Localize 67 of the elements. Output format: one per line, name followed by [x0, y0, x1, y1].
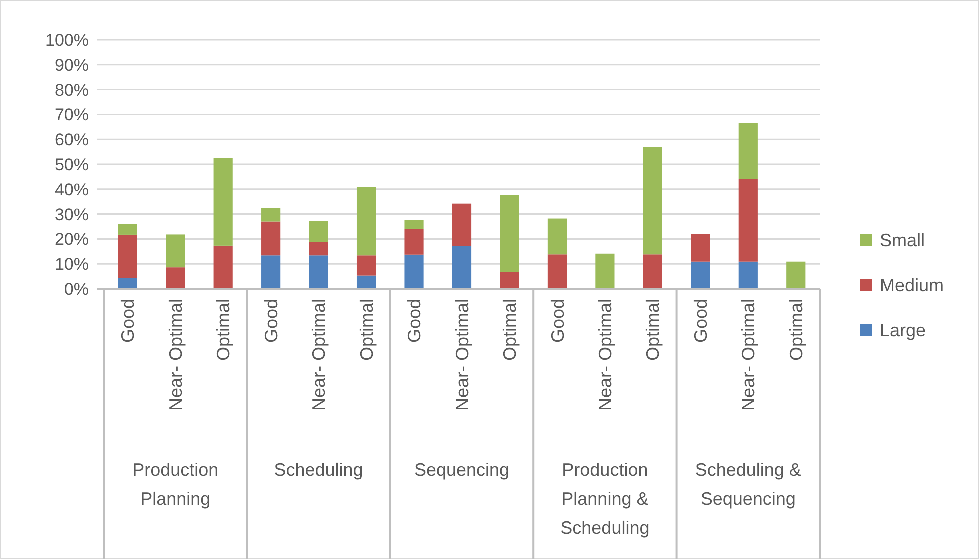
bar: [356, 276, 376, 289]
x-tick-label: Near- Optimal: [309, 299, 330, 412]
bar: [738, 262, 758, 289]
x-tick-label: Good: [261, 299, 282, 344]
text: Scheduling: [274, 460, 364, 480]
bar: [691, 262, 710, 289]
bar: [404, 220, 424, 229]
x-tick-label: Near- Optimal: [738, 299, 759, 412]
bar: [309, 221, 328, 242]
x-tick-label: Good: [118, 299, 138, 344]
bar: [596, 254, 615, 289]
bar: [452, 204, 472, 246]
bar: [738, 179, 758, 262]
x-tick-label: Optimal: [214, 299, 234, 362]
legend-label: Small: [880, 230, 926, 250]
x-tick-label: Near- Optimal: [166, 299, 186, 412]
x-tick-label: Near- Optimal: [452, 299, 472, 412]
x-tick-label: Optimal: [643, 299, 664, 362]
y-tick-label: 60%: [54, 130, 89, 150]
text: Sequencing: [414, 460, 510, 480]
y-tick-label: 0%: [64, 280, 89, 299]
y-tick-label: 20%: [54, 230, 89, 250]
bar: [262, 208, 281, 222]
bar: [500, 195, 520, 272]
bar: [309, 242, 328, 256]
x-tick-label: Optimal: [356, 299, 377, 362]
bar: [118, 234, 138, 278]
bar: [118, 224, 138, 235]
bar: [786, 262, 806, 289]
bar: [309, 256, 328, 289]
y-tick-label: 70%: [54, 106, 89, 125]
bar: [356, 256, 376, 276]
bar: [452, 246, 472, 289]
bar: [548, 218, 568, 255]
x-tick-label: Optimal: [500, 299, 520, 362]
text: Production Planning: [132, 460, 219, 509]
bar: [404, 254, 424, 289]
text: Production Planning & Scheduling: [560, 460, 650, 538]
bar: [262, 222, 281, 256]
bar: [262, 256, 281, 289]
text: Scheduling & Sequencing: [695, 460, 802, 509]
y-tick-label: 30%: [54, 205, 89, 224]
x-tick-label: Good: [548, 299, 568, 344]
bar: [691, 234, 710, 262]
bar: [214, 158, 233, 246]
y-tick-label: 100%: [46, 30, 89, 50]
bar: [404, 228, 424, 255]
bar: [166, 268, 186, 289]
x-tick-label: Near- Optimal: [596, 299, 616, 412]
bar: [500, 272, 520, 289]
bar: [643, 147, 662, 255]
bar: [214, 246, 233, 289]
y-tick-label: 40%: [54, 180, 89, 200]
bar: [738, 123, 758, 180]
x-tick-label: Good: [690, 299, 711, 344]
x-tick-label: Optimal: [786, 299, 806, 362]
legend-label: Medium: [880, 275, 944, 296]
y-tick-label: 10%: [54, 255, 89, 274]
y-tick-label: 90%: [54, 56, 89, 75]
bar: [166, 234, 186, 268]
bar: [643, 254, 662, 289]
y-tick-label: 50%: [54, 155, 89, 174]
bar: [356, 187, 376, 256]
y-tick-label: 80%: [54, 80, 89, 100]
legend-label: Large: [880, 320, 926, 340]
bar: [548, 254, 568, 289]
x-tick-label: Good: [404, 299, 425, 344]
